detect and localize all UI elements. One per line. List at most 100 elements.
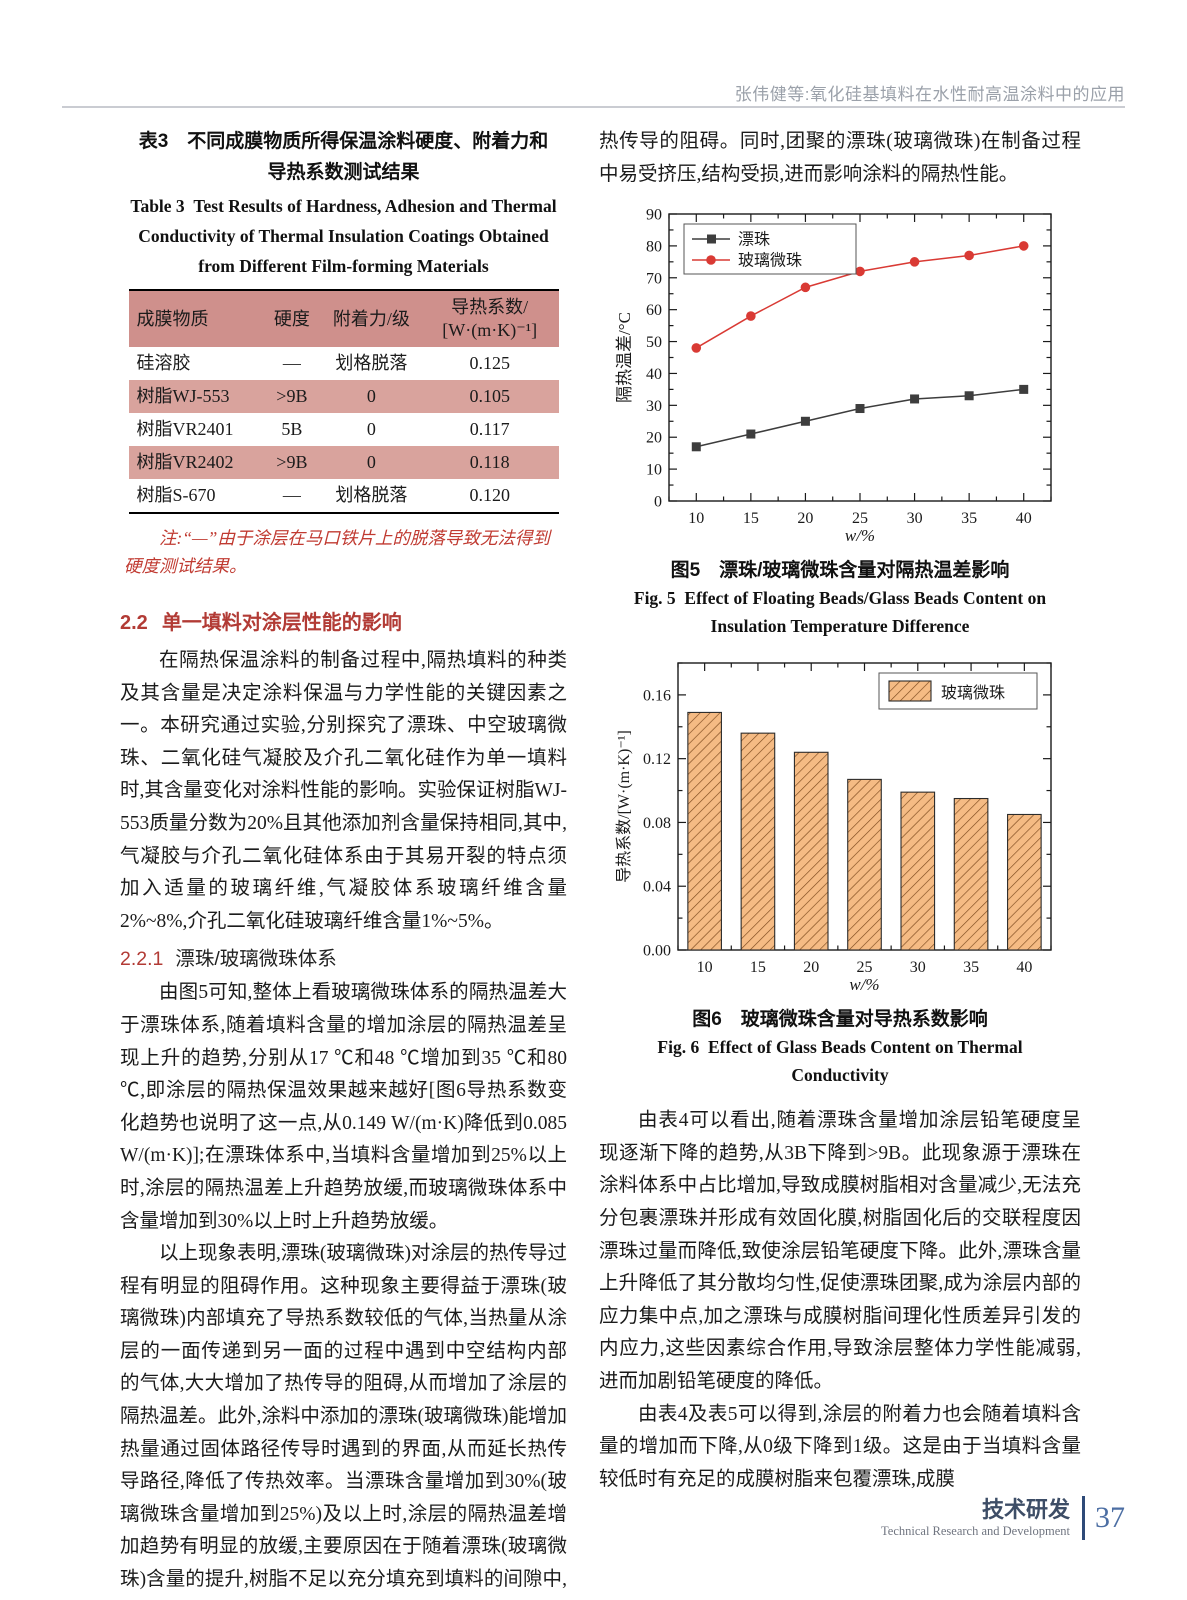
table-cell: 0.118 — [420, 446, 559, 479]
svg-text:40: 40 — [1016, 510, 1032, 527]
svg-text:80: 80 — [646, 239, 662, 256]
table-cell: — — [282, 353, 301, 373]
page-footer: 技术研发 Technical Research and Development … — [881, 1496, 1125, 1540]
svg-text:0.12: 0.12 — [643, 751, 671, 768]
paragraph: 在隔热保温涂料的制备过程中,隔热填料的种类及其含量是决定涂料保温与力学性能的关键… — [120, 650, 567, 932]
figure-5: 0 10 20 30 40 50 60 70 80 90 10 15 20 25 30 35 40 w/% 隔热温差… — [599, 201, 1081, 640]
figure5-caption-cn: 图5 漂珠/玻璃微珠含量对隔热温差影响 — [670, 560, 1010, 582]
svg-text:30: 30 — [907, 510, 923, 527]
svg-text:50: 50 — [646, 334, 662, 351]
figure6-caption-en: Fig. 6 Effect of Glass Beads Content on … — [657, 1037, 1023, 1086]
paragraph: 热传导的阻碍。同时,团聚的漂珠(玻璃微珠)在制备过程中易受挤压,结构受损,进而影… — [599, 131, 1081, 185]
svg-text:w/%: w/% — [845, 526, 875, 545]
footer-divider — [1082, 1496, 1085, 1540]
running-title: 张伟健等:氧化硅基填料在水性耐高温涂料中的应用 — [734, 85, 1125, 104]
figure6-bar-chart: 0.00 0.04 0.08 0.12 0.16 10 15 20 25 30 35 40 w/% 导热系… — [615, 662, 1052, 994]
svg-text:玻璃微珠: 玻璃微珠 — [738, 252, 802, 270]
section-title: 单一填料对涂层性能的影响 — [161, 612, 402, 634]
svg-text:20: 20 — [803, 959, 819, 976]
table3-caption-cn-line1: 表3 不同成膜物质所得保温涂料硬度、附着力和 — [138, 131, 549, 152]
left-column: 表3 不同成膜物质所得保温涂料硬度、附着力和 导热系数测试结果 Table 3 … — [120, 126, 567, 1600]
table-cell: 0.125 — [469, 353, 510, 373]
svg-text:40: 40 — [646, 366, 662, 383]
footer-section-en: Technical Research and Development — [881, 1523, 1070, 1538]
table-cell: 硅溶胶 — [136, 353, 191, 373]
svg-text:35: 35 — [961, 510, 977, 527]
svg-text:30: 30 — [646, 398, 662, 415]
table-cell: 0 — [366, 419, 376, 439]
svg-text:40: 40 — [1016, 959, 1032, 976]
paragraph: 以上现象表明,漂珠(玻璃微珠)对涂层的热传导过程有明显的阻碍作用。这种现象主要得… — [120, 1243, 567, 1591]
table-cell: 树脂S-670 — [136, 485, 216, 505]
table-cell: 0.120 — [469, 485, 510, 505]
footer-section-cn: 技术研发 — [981, 1496, 1070, 1522]
section-number: 2.2 — [120, 612, 148, 634]
column-header: 附着力/级 — [321, 290, 421, 347]
column-header: 硬度 — [261, 290, 322, 347]
column-header: 导热系数/ [W·(m·K)⁻¹] — [420, 290, 559, 347]
svg-text:隔热温差/°C: 隔热温差/°C — [615, 312, 634, 403]
table-cell: 划格脱落 — [335, 353, 408, 373]
figure5-line-chart: 0 10 20 30 40 50 60 70 80 90 10 15 20 25 30 35 40 w/% 隔热温差… — [615, 207, 1052, 545]
svg-text:0.16: 0.16 — [643, 688, 671, 705]
svg-text:90: 90 — [646, 207, 662, 224]
svg-text:10: 10 — [646, 462, 662, 479]
table-row: 树脂S-670 — 划格脱落 0.120 — [129, 479, 559, 513]
table3: 成膜物质 硬度 附着力/级 导热系数/ [W·(m·K)⁻¹] 硅溶胶 — 划格脱落… — [128, 289, 559, 514]
section-number: 2.2.1 — [120, 948, 164, 971]
table3-body: 硅溶胶 — 划格脱落 0.125 树脂WJ-553 >9B 0 0.105 树脂VR2401 5B… — [128, 347, 559, 513]
paragraph: 由图5可知,整体上看玻璃微珠体系的隔热温差大于漂珠体系,随着填料含量的增加涂层的… — [120, 982, 567, 1232]
section-heading-2-2: 2.2 单一填料对涂层性能的影响 — [120, 606, 567, 635]
svg-text:0.00: 0.00 — [643, 943, 671, 960]
svg-text:60: 60 — [646, 302, 662, 319]
table-row: 树脂VR2402 >9B 0 0.118 — [128, 446, 559, 479]
svg-text:0: 0 — [654, 494, 662, 511]
table3-caption-cn-line2: 导热系数测试结果 — [267, 162, 420, 183]
svg-text:70: 70 — [646, 270, 662, 287]
page-number: 37 — [1095, 1501, 1125, 1534]
table-cell: 5B — [281, 419, 303, 439]
svg-text:10: 10 — [688, 510, 704, 527]
svg-text:20: 20 — [646, 430, 662, 447]
table-cell: 树脂VR2402 — [128, 446, 262, 479]
svg-text:漂珠: 漂珠 — [738, 231, 770, 249]
svg-text:0.08: 0.08 — [643, 815, 671, 832]
figure5-caption-en: Fig. 5 Effect of Floating Beads/Glass Be… — [633, 588, 1047, 637]
table-cell: 树脂VR2401 — [136, 419, 234, 439]
table3-header-row: 成膜物质 硬度 附着力/级 导热系数/ [W·(m·K)⁻¹] — [128, 290, 559, 347]
header-rule — [62, 106, 1125, 108]
svg-text:玻璃微珠: 玻璃微珠 — [941, 684, 1005, 702]
right-column: 热传导的阻碍。同时,团聚的漂珠(玻璃微珠)在制备过程中易受挤压,结构受损,进而影… — [599, 126, 1081, 1496]
svg-text:35: 35 — [963, 959, 979, 976]
svg-text:导热系数/[W·(m·K)⁻¹]: 导热系数/[W·(m·K)⁻¹] — [615, 730, 633, 883]
table-row: 树脂WJ-553 >9B 0 0.105 — [128, 380, 559, 413]
svg-text:15: 15 — [750, 959, 766, 976]
table-cell: >9B — [261, 446, 322, 479]
svg-text:w/%: w/% — [849, 975, 879, 994]
table-cell: 0 — [321, 446, 421, 479]
table-cell: 树脂WJ-553 — [128, 380, 262, 413]
footer-section: 技术研发 Technical Research and Development — [881, 1496, 1070, 1539]
section-heading-2-2-1: 2.2.1 漂珠/玻璃微珠体系 — [120, 942, 567, 971]
svg-text:0.04: 0.04 — [643, 879, 671, 896]
table3-note: 注:“—”由于涂层在马口铁片上的脱落导致无法得到硬度测试结果。 — [124, 528, 550, 576]
column-header: 成膜物质 — [128, 290, 262, 347]
table-cell: 0.117 — [469, 419, 510, 439]
svg-text:20: 20 — [797, 510, 813, 527]
table-cell: — — [282, 485, 301, 505]
table-cell: 0 — [321, 380, 421, 413]
svg-text:30: 30 — [910, 959, 926, 976]
table-cell: 划格脱落 — [335, 485, 408, 505]
table3-caption-en: Table 3 Test Results of Hardness, Adhesi… — [130, 196, 557, 276]
paragraph: 由表4可以看出,随着漂珠含量增加涂层铅笔硬度呈现逐渐下降的趋势,从3B下降到>9… — [599, 1110, 1081, 1392]
paragraph: 由表4及表5可以得到,涂层的附着力也会随着填料含量的增加而下降,从0级下降到1级… — [599, 1403, 1081, 1490]
figure-6: 0.00 0.04 0.08 0.12 0.16 10 15 20 25 30 35 40 w/% 导热系… — [599, 650, 1081, 1089]
svg-text:10: 10 — [697, 959, 713, 976]
table-cell: >9B — [261, 380, 322, 413]
table-cell: 0.105 — [420, 380, 559, 413]
table-row: 树脂VR2401 5B 0 0.117 — [129, 413, 559, 446]
section-title: 漂珠/玻璃微珠体系 — [175, 948, 337, 971]
svg-text:15: 15 — [743, 510, 759, 527]
table-row: 硅溶胶 — 划格脱落 0.125 — [129, 347, 559, 380]
